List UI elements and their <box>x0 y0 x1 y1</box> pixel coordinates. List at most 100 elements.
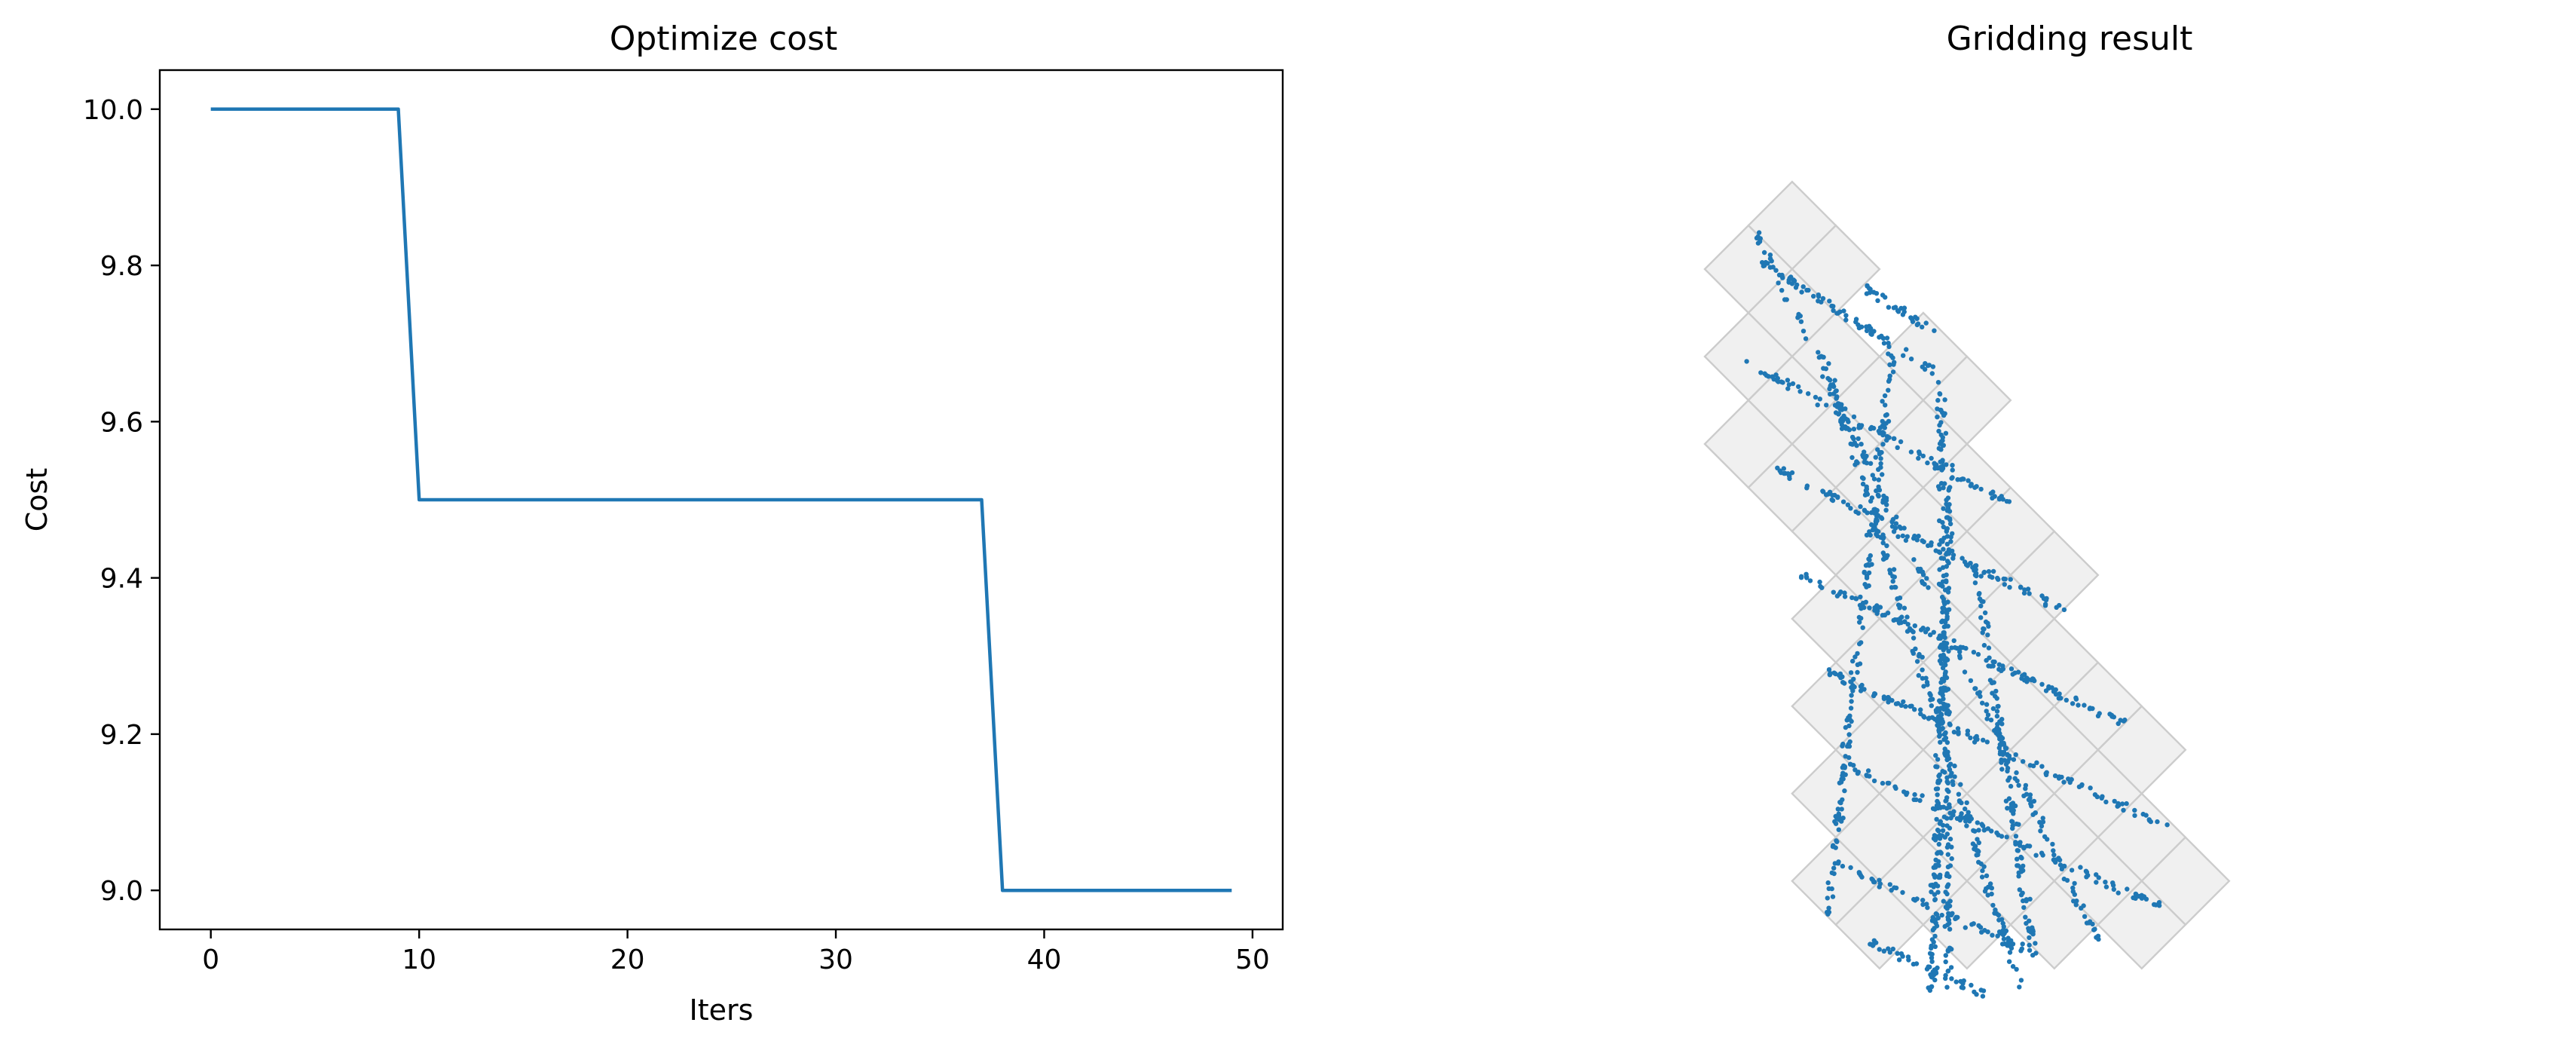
scatter-point <box>1950 813 1956 818</box>
scatter-point <box>2103 884 2109 889</box>
scatter-point <box>1973 563 1979 568</box>
scatter-point <box>2070 701 2076 706</box>
scatter-point <box>1947 926 1953 932</box>
scatter-point <box>1922 366 1928 372</box>
scatter-point <box>1804 575 1810 580</box>
scatter-point <box>1984 657 1989 663</box>
scatter-point <box>1989 886 1994 891</box>
scatter-point <box>1820 295 1826 302</box>
x-tick-label: 0 <box>202 944 219 975</box>
scatter-point <box>1890 369 1896 375</box>
scatter-point <box>2027 942 2032 948</box>
scatter-point <box>1980 868 1985 874</box>
scatter-point <box>1939 912 1944 918</box>
scatter-point <box>1838 589 1843 595</box>
scatter-point <box>1831 589 1836 595</box>
scatter-point <box>1886 378 1892 384</box>
scatter-point <box>1947 509 1953 514</box>
scatter-point <box>1894 514 1899 519</box>
scatter-point <box>1941 899 1946 904</box>
scatter-point <box>2028 800 2034 805</box>
scatter-point <box>2121 807 2126 813</box>
scatter-point <box>1941 685 1947 690</box>
scatter-point <box>1935 380 1941 385</box>
scatter-point <box>1898 951 1904 957</box>
scatter-point <box>1836 811 1841 816</box>
scatter-point <box>2122 717 2128 723</box>
scatter-point <box>2103 880 2108 885</box>
scatter-point <box>1973 567 1978 572</box>
scatter-point <box>1991 680 1996 685</box>
scatter-point <box>1880 472 1885 477</box>
scatter-point <box>1804 485 1810 491</box>
scatter-point <box>1864 453 1869 459</box>
scatter-point <box>1838 419 1843 424</box>
scatter-point <box>1864 575 1870 580</box>
scatter-point <box>1964 800 1969 806</box>
scatter-point <box>1855 669 1860 675</box>
scatter-point <box>1881 341 1887 346</box>
scatter-point <box>2016 822 2021 827</box>
scatter-point <box>1895 602 1901 608</box>
scatter-point <box>2100 794 2105 799</box>
scatter-point <box>1926 716 1932 721</box>
scatter-point <box>1986 569 1992 574</box>
scatter-point <box>1943 703 1949 708</box>
scatter-point <box>1843 313 1849 318</box>
scatter-point <box>1942 397 1947 403</box>
scatter-point <box>1826 905 1831 911</box>
scatter-point <box>1941 442 1946 448</box>
scatter-point <box>2015 863 2020 868</box>
scatter-point <box>1817 396 1822 402</box>
scatter-point <box>1889 524 1895 529</box>
scatter-point <box>1852 462 1858 467</box>
scatter-point <box>1996 730 2002 736</box>
scatter-point <box>2030 925 2035 930</box>
scatter-point <box>2016 782 2021 788</box>
scatter-point <box>1947 767 1953 773</box>
scatter-point <box>1947 485 1953 490</box>
scatter-point <box>1831 865 1837 871</box>
scatter-point <box>1931 629 1936 635</box>
scatter-point <box>1996 662 2002 667</box>
scatter-point <box>1883 507 1889 513</box>
scatter-point <box>1933 764 1938 770</box>
scatter-point <box>1941 736 1947 742</box>
scatter-point <box>1929 703 1934 709</box>
scatter-point <box>2008 783 2014 789</box>
scatter-point <box>1938 680 1944 685</box>
scatter-point <box>1944 541 1950 546</box>
scatter-point <box>1923 629 1929 635</box>
scatter-point <box>1836 827 1841 832</box>
scatter-point <box>1975 651 1981 657</box>
scatter-point <box>1940 459 1945 464</box>
scatter-point <box>2067 779 2073 785</box>
scatter-point <box>1981 864 1987 869</box>
scatter-point <box>2010 963 2016 969</box>
scatter-point <box>1911 896 1917 902</box>
scatter-point <box>2043 772 2049 778</box>
scatter-point <box>1984 873 1990 879</box>
scatter-point <box>1961 476 1966 482</box>
scatter-point <box>1864 291 1870 296</box>
scatter-point <box>1960 556 1965 561</box>
scatter-point <box>1988 663 1993 669</box>
scatter-point <box>2070 885 2076 891</box>
scatter-point <box>2051 858 2057 863</box>
scatter-point <box>2059 774 2064 780</box>
scatter-point <box>2064 697 2069 703</box>
scatter-point <box>1932 944 1938 950</box>
scatter-point <box>1937 542 1942 547</box>
scatter-point <box>2082 914 2088 920</box>
scatter-point <box>1890 579 1895 584</box>
scatter-point <box>1929 955 1935 960</box>
scatter-point <box>1995 933 2000 938</box>
scatter-point <box>1914 659 1920 664</box>
scatter-point <box>1936 841 1941 847</box>
scatter-point <box>2069 868 2075 873</box>
scatter-point <box>1957 649 1963 654</box>
x-tick-label: 20 <box>610 944 645 975</box>
scatter-point <box>2151 902 2157 908</box>
scatter-point <box>1849 693 1854 698</box>
scatter-point <box>2066 776 2071 782</box>
